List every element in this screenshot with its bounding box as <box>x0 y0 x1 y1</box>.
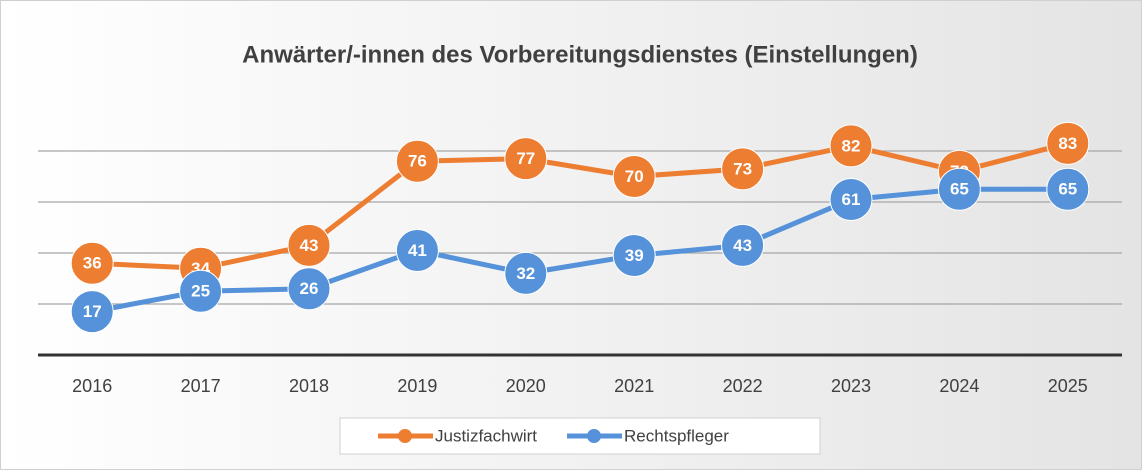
data-label: 65 <box>1058 180 1077 199</box>
chart-title: Anwärter/-innen des Vorbereitungsdienste… <box>242 41 918 68</box>
x-tick-label: 2016 <box>72 376 112 396</box>
data-point <box>829 177 873 221</box>
data-point <box>395 228 439 272</box>
series-line <box>92 140 1069 271</box>
data-label: 41 <box>408 241 427 260</box>
data-label: 82 <box>842 136 861 155</box>
data-point <box>70 241 114 285</box>
legend-label: Rechtspfleger <box>624 426 729 445</box>
data-label: 25 <box>191 282 210 301</box>
data-point <box>721 223 765 267</box>
data-point <box>287 267 331 311</box>
data-point <box>1046 167 1090 211</box>
x-tick-label: 2018 <box>289 376 329 396</box>
data-point <box>395 139 439 183</box>
data-point <box>937 167 981 211</box>
data-label: 77 <box>516 149 535 168</box>
x-tick-label: 2017 <box>181 376 221 396</box>
x-tick-label: 2025 <box>1048 376 1088 396</box>
data-label: 36 <box>83 254 102 273</box>
data-label: 65 <box>950 180 969 199</box>
x-tick-label: 2024 <box>939 376 979 396</box>
series-line <box>91 186 1068 315</box>
data-point <box>504 251 548 295</box>
data-point <box>721 147 765 191</box>
data-label: 43 <box>300 236 319 255</box>
data-point <box>612 234 656 278</box>
data-label: 26 <box>300 279 319 298</box>
data-label: 32 <box>516 264 535 283</box>
data-point <box>287 223 331 267</box>
data-point <box>70 290 114 334</box>
data-label: 73 <box>733 159 752 178</box>
x-tick-label: 2022 <box>723 376 763 396</box>
data-point <box>504 137 548 181</box>
x-tick-label: 2020 <box>506 376 546 396</box>
data-point <box>829 124 873 168</box>
data-label: 76 <box>408 152 427 171</box>
x-tick-label: 2023 <box>831 376 871 396</box>
legend-marker <box>398 429 412 443</box>
data-point <box>1046 121 1090 165</box>
data-label: 39 <box>625 246 644 265</box>
x-tick-label: 2019 <box>397 376 437 396</box>
data-label: 61 <box>842 190 861 209</box>
data-label: 43 <box>733 236 752 255</box>
x-tick-label: 2021 <box>614 376 654 396</box>
legend-marker <box>587 429 602 443</box>
data-point <box>179 269 223 313</box>
data-label: 70 <box>625 167 644 186</box>
data-label: 17 <box>83 302 102 321</box>
data-label: 83 <box>1058 134 1077 153</box>
legend-label: Justizfachwirt <box>435 426 537 445</box>
data-point <box>612 155 656 198</box>
